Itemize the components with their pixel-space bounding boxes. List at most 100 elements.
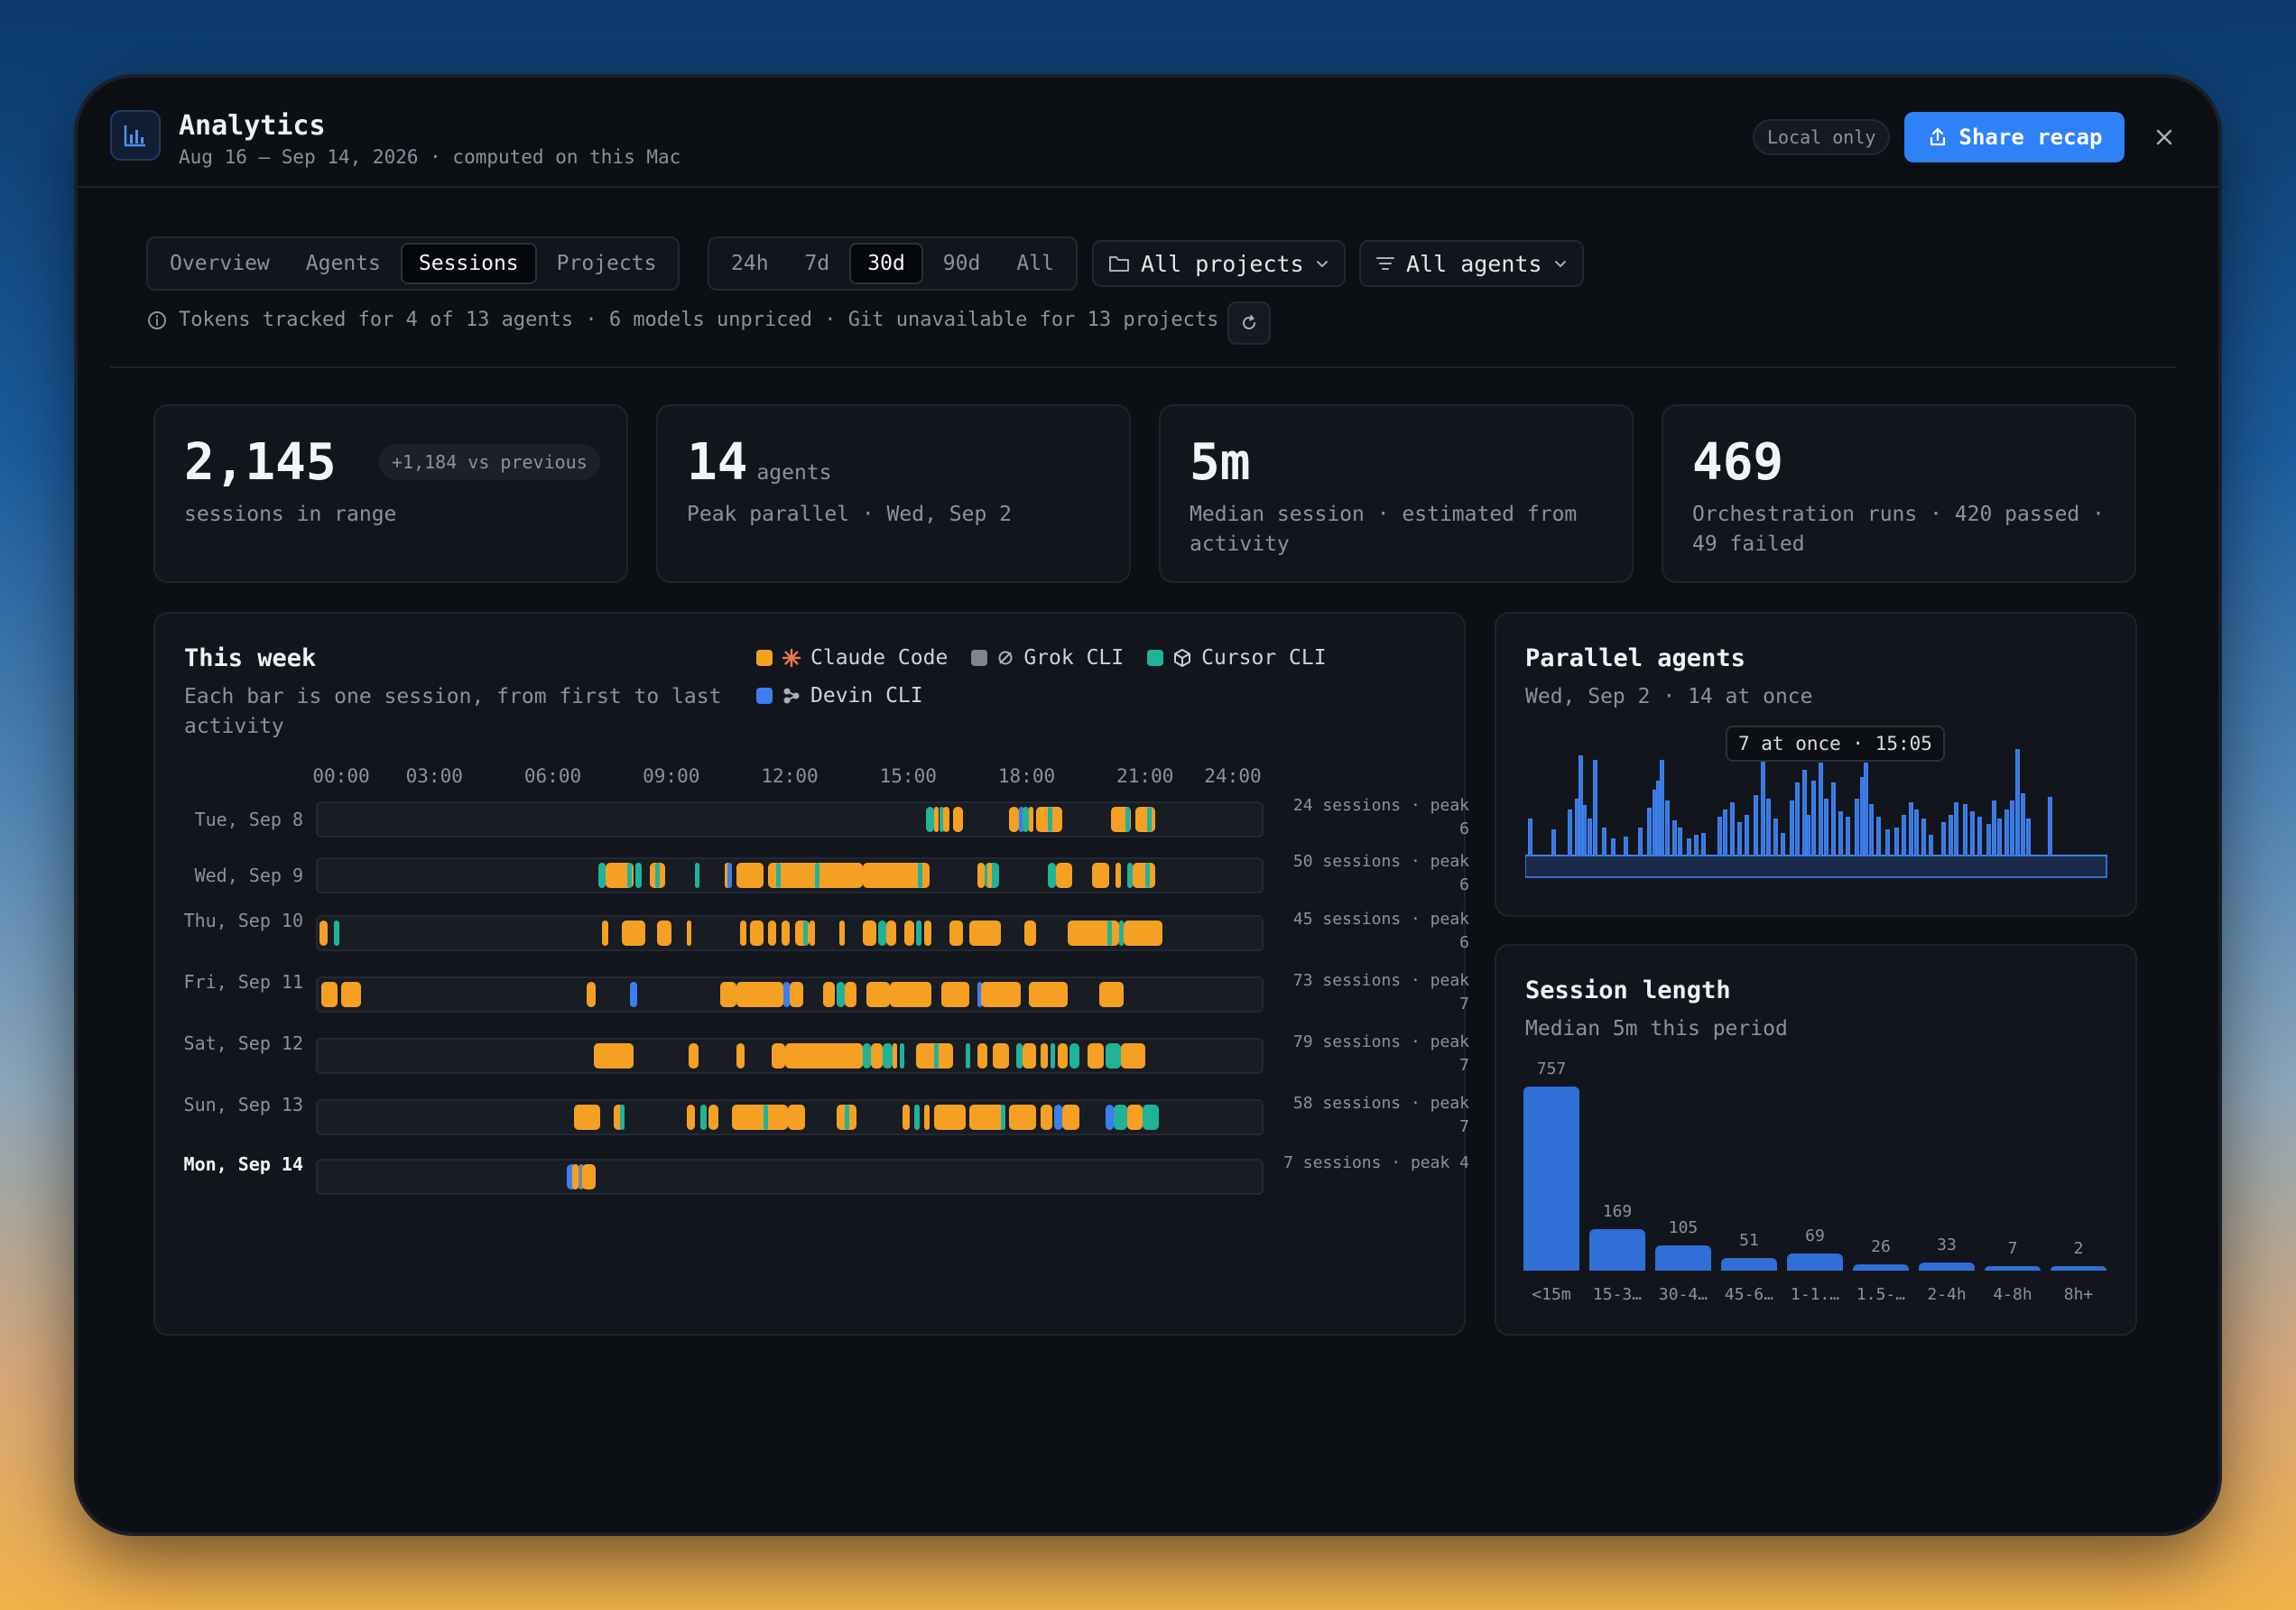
session-bar[interactable] bbox=[578, 1164, 585, 1189]
session-bar[interactable] bbox=[1144, 863, 1150, 888]
session-bar[interactable] bbox=[586, 982, 597, 1007]
session-bar[interactable] bbox=[892, 1043, 897, 1069]
session-bar[interactable] bbox=[1105, 1105, 1114, 1130]
session-bar[interactable] bbox=[993, 1043, 1009, 1069]
session-bar[interactable] bbox=[736, 1043, 745, 1069]
session-bar[interactable] bbox=[775, 863, 781, 888]
day-session-track[interactable] bbox=[316, 1159, 1264, 1195]
range-30d[interactable]: 30d bbox=[849, 243, 923, 284]
session-bar[interactable] bbox=[1056, 863, 1072, 888]
session-bar[interactable] bbox=[953, 807, 964, 832]
session-bar[interactable] bbox=[870, 1043, 883, 1069]
session-bar[interactable] bbox=[1107, 921, 1112, 946]
session-bar[interactable] bbox=[767, 921, 776, 946]
histogram-bar[interactable] bbox=[1655, 1245, 1711, 1271]
session-bar[interactable] bbox=[614, 1105, 625, 1130]
refresh-button[interactable] bbox=[1227, 301, 1271, 345]
tab-sessions[interactable]: Sessions bbox=[400, 243, 537, 284]
session-bar[interactable] bbox=[333, 921, 340, 946]
session-bar[interactable] bbox=[740, 921, 746, 946]
session-bar[interactable] bbox=[597, 863, 606, 888]
session-bar[interactable] bbox=[621, 921, 646, 946]
session-bar[interactable] bbox=[594, 1043, 634, 1069]
session-bar[interactable] bbox=[1115, 863, 1122, 888]
session-bar[interactable] bbox=[890, 982, 932, 1007]
histogram-bar[interactable] bbox=[1589, 1229, 1645, 1271]
session-bar[interactable] bbox=[965, 1043, 970, 1069]
session-bar[interactable] bbox=[1133, 863, 1155, 888]
session-bar[interactable] bbox=[1126, 863, 1134, 888]
session-bar[interactable] bbox=[582, 1164, 597, 1189]
session-bar[interactable] bbox=[941, 982, 969, 1007]
session-bar[interactable] bbox=[809, 921, 816, 946]
session-bar[interactable] bbox=[923, 921, 932, 946]
session-bar[interactable] bbox=[933, 807, 939, 832]
session-bar[interactable] bbox=[787, 1105, 806, 1130]
session-bar[interactable] bbox=[694, 863, 699, 888]
session-bar[interactable] bbox=[815, 863, 820, 888]
session-bar[interactable] bbox=[1143, 1105, 1159, 1130]
histogram-bar[interactable] bbox=[1985, 1266, 2041, 1271]
session-bar[interactable] bbox=[1028, 982, 1069, 1007]
session-bar[interactable] bbox=[1040, 1105, 1052, 1130]
session-bar[interactable] bbox=[736, 982, 784, 1007]
session-bar[interactable] bbox=[627, 863, 633, 888]
session-bar[interactable] bbox=[732, 1105, 788, 1130]
session-bar[interactable] bbox=[1008, 1105, 1037, 1130]
session-bar[interactable] bbox=[981, 982, 1021, 1007]
session-bar[interactable] bbox=[918, 863, 922, 888]
tab-projects[interactable]: Projects bbox=[556, 252, 657, 275]
day-session-track[interactable] bbox=[316, 801, 1264, 837]
projects-dropdown[interactable]: All projects bbox=[1092, 240, 1346, 287]
range-all[interactable]: All bbox=[1016, 252, 1054, 275]
session-bar[interactable] bbox=[886, 921, 896, 946]
session-bar[interactable] bbox=[1061, 1105, 1080, 1130]
tab-agents[interactable]: Agents bbox=[305, 252, 381, 275]
session-bar[interactable] bbox=[1018, 807, 1023, 832]
session-bar[interactable] bbox=[1053, 1105, 1062, 1130]
session-bar[interactable] bbox=[1099, 982, 1124, 1007]
session-bar[interactable] bbox=[1146, 807, 1152, 832]
range-90d[interactable]: 90d bbox=[942, 252, 981, 275]
session-bar[interactable] bbox=[720, 982, 736, 1007]
session-bar[interactable] bbox=[736, 863, 764, 888]
day-session-track[interactable] bbox=[316, 857, 1264, 893]
session-bar[interactable] bbox=[782, 921, 790, 946]
session-bar[interactable] bbox=[1016, 1043, 1023, 1069]
close-button[interactable] bbox=[2146, 119, 2182, 155]
session-bar[interactable] bbox=[933, 1105, 966, 1130]
session-bar[interactable] bbox=[574, 1105, 600, 1130]
session-bar[interactable] bbox=[940, 807, 945, 832]
session-bar[interactable] bbox=[727, 863, 733, 888]
session-bar[interactable] bbox=[1040, 1043, 1049, 1069]
session-bar[interactable] bbox=[783, 982, 790, 1007]
session-bar[interactable] bbox=[933, 1043, 939, 1069]
histogram-bar[interactable] bbox=[1919, 1263, 1975, 1271]
session-bar[interactable] bbox=[903, 921, 914, 946]
session-bar[interactable] bbox=[1024, 921, 1037, 946]
session-bar[interactable] bbox=[708, 1105, 719, 1130]
session-bar[interactable] bbox=[602, 921, 608, 946]
session-bar[interactable] bbox=[750, 921, 764, 946]
session-bar[interactable] bbox=[943, 807, 949, 832]
session-bar[interactable] bbox=[789, 982, 804, 1007]
session-bar[interactable] bbox=[1126, 1105, 1143, 1130]
session-bar[interactable] bbox=[862, 1043, 871, 1069]
session-bar[interactable] bbox=[689, 1043, 699, 1069]
histogram-bar[interactable] bbox=[1853, 1263, 1909, 1271]
session-bar[interactable] bbox=[1069, 1043, 1080, 1069]
session-bar[interactable] bbox=[968, 921, 1001, 946]
histogram-bar[interactable] bbox=[2051, 1266, 2106, 1271]
session-bar[interactable] bbox=[687, 921, 692, 946]
session-bar[interactable] bbox=[925, 807, 934, 832]
session-bar[interactable] bbox=[866, 982, 891, 1007]
session-bar[interactable] bbox=[1058, 1043, 1069, 1069]
session-bar[interactable] bbox=[1022, 807, 1029, 832]
session-bar[interactable] bbox=[785, 1043, 863, 1069]
day-session-track[interactable] bbox=[316, 915, 1264, 951]
session-bar[interactable] bbox=[341, 982, 362, 1007]
share-recap-button[interactable]: Share recap bbox=[1904, 112, 2125, 162]
range-7d[interactable]: 7d bbox=[804, 252, 830, 275]
session-bar[interactable] bbox=[923, 1105, 930, 1130]
session-bar[interactable] bbox=[1123, 921, 1163, 946]
